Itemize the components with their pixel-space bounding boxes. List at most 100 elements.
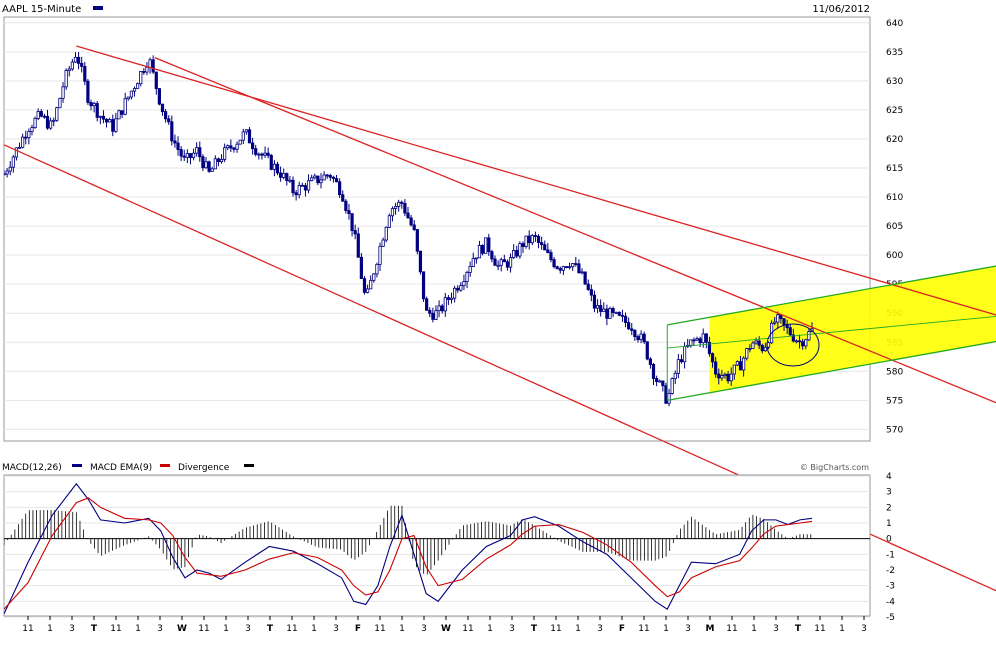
x-tick-label: 11 (462, 624, 473, 634)
candle-body (338, 181, 342, 196)
candle-body (524, 235, 528, 247)
candle-body (617, 311, 621, 316)
candle-body (605, 308, 609, 319)
candle-body (726, 373, 730, 382)
candle-body (729, 373, 733, 382)
candle-body (490, 251, 494, 260)
candle-body (493, 258, 497, 266)
macd-y-tick-label: -4 (886, 597, 895, 607)
macd-ema-line (4, 497, 813, 610)
candle-body (24, 136, 28, 139)
candle-body (185, 153, 189, 158)
candle-body (173, 140, 177, 144)
price-y-tick-label: 575 (886, 396, 903, 406)
macd-legend-ema-swatch (160, 464, 170, 467)
trend-lines (3, 45, 996, 592)
candle-body (114, 118, 118, 132)
candle-body (602, 308, 606, 312)
candle-body (241, 131, 245, 141)
candle-body (191, 152, 196, 159)
candle-body (698, 338, 702, 344)
candle-body (365, 288, 370, 293)
candle-body (111, 119, 115, 132)
candle-body (5, 170, 9, 175)
x-tick-label: 1 (399, 624, 405, 634)
candle-body (27, 131, 31, 139)
x-tick-label: 3 (773, 624, 779, 634)
candle-body (667, 392, 671, 404)
uptrend-channel-fill (709, 266, 996, 393)
candle-body (145, 66, 149, 73)
candle-body (658, 380, 662, 383)
x-tick-label: 11 (22, 624, 33, 634)
candle-body (679, 359, 684, 363)
candle-body (428, 309, 432, 314)
price-y-tick-label: 640 (886, 19, 903, 29)
candle-body (633, 330, 637, 338)
macd-panel-frame (3, 474, 871, 617)
candle-body (577, 263, 581, 274)
candle-body (415, 229, 419, 252)
candle-body (564, 266, 569, 268)
candle-body (21, 136, 25, 148)
chart-title: AAPL 15-Minute (2, 4, 81, 15)
candle-body (257, 153, 261, 156)
candle-body (484, 237, 488, 254)
candle-body (456, 287, 460, 291)
candle-body (263, 152, 267, 156)
uptrend-channel-area (709, 266, 996, 393)
candle-body (322, 174, 326, 181)
x-tick-label: 3 (245, 624, 251, 634)
candle-body (527, 235, 531, 244)
candle-body (546, 249, 550, 253)
candle-body (269, 154, 273, 170)
x-tick-label: T (267, 624, 274, 634)
candle-body (207, 161, 211, 172)
macd-y-tick-label: -2 (886, 566, 895, 576)
candle-body (623, 315, 628, 323)
candle-body (350, 213, 354, 231)
macd-y-axis: 4 3 2 1 0 -1 -2 -3 -4 -5 (886, 472, 895, 623)
candle-body (86, 80, 90, 103)
candle-body (89, 102, 93, 107)
candle-body (139, 71, 143, 85)
candle-body (555, 266, 559, 269)
candle-body (80, 62, 84, 67)
candle-body (325, 174, 329, 177)
x-tick-label: F (355, 624, 361, 634)
candle-body (64, 70, 68, 88)
x-tick-label: 3 (421, 624, 427, 634)
candle-body (359, 256, 363, 279)
price-y-tick-label: 615 (886, 164, 903, 174)
macd-lines (4, 482, 813, 615)
x-tick-label: 1 (47, 624, 53, 634)
credit-text: © BigCharts.com (800, 463, 869, 472)
candle-body (275, 163, 280, 174)
candle-body (95, 103, 99, 118)
candle-body (599, 305, 603, 312)
candle-body (738, 361, 743, 371)
price-y-tick-label: 580 (886, 367, 903, 377)
candle-body (533, 235, 538, 237)
candle-body (682, 346, 687, 363)
candle-body (341, 194, 345, 202)
candle-body (645, 341, 649, 360)
x-tick-label: W (441, 624, 451, 634)
candle-body (425, 298, 429, 311)
candle-body (282, 173, 286, 178)
price-gridlines (4, 22, 870, 430)
candle-body (129, 90, 134, 98)
candle-body (676, 359, 680, 374)
price-y-axis: 6406356306256206156106056005955905855805… (886, 19, 903, 436)
candle-body (232, 147, 236, 150)
candle-body (198, 147, 202, 158)
candle-body (182, 155, 186, 158)
candle-body (437, 305, 441, 312)
candle-body (583, 271, 587, 285)
candle-body (717, 373, 721, 379)
x-tick-label: T (531, 624, 538, 634)
candle-body (260, 153, 264, 156)
candle-body (151, 59, 155, 73)
candle-body (4, 173, 6, 176)
candle-body (502, 259, 506, 263)
